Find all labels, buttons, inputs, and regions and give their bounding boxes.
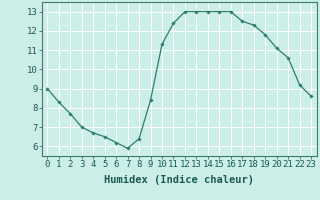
X-axis label: Humidex (Indice chaleur): Humidex (Indice chaleur) — [104, 175, 254, 185]
